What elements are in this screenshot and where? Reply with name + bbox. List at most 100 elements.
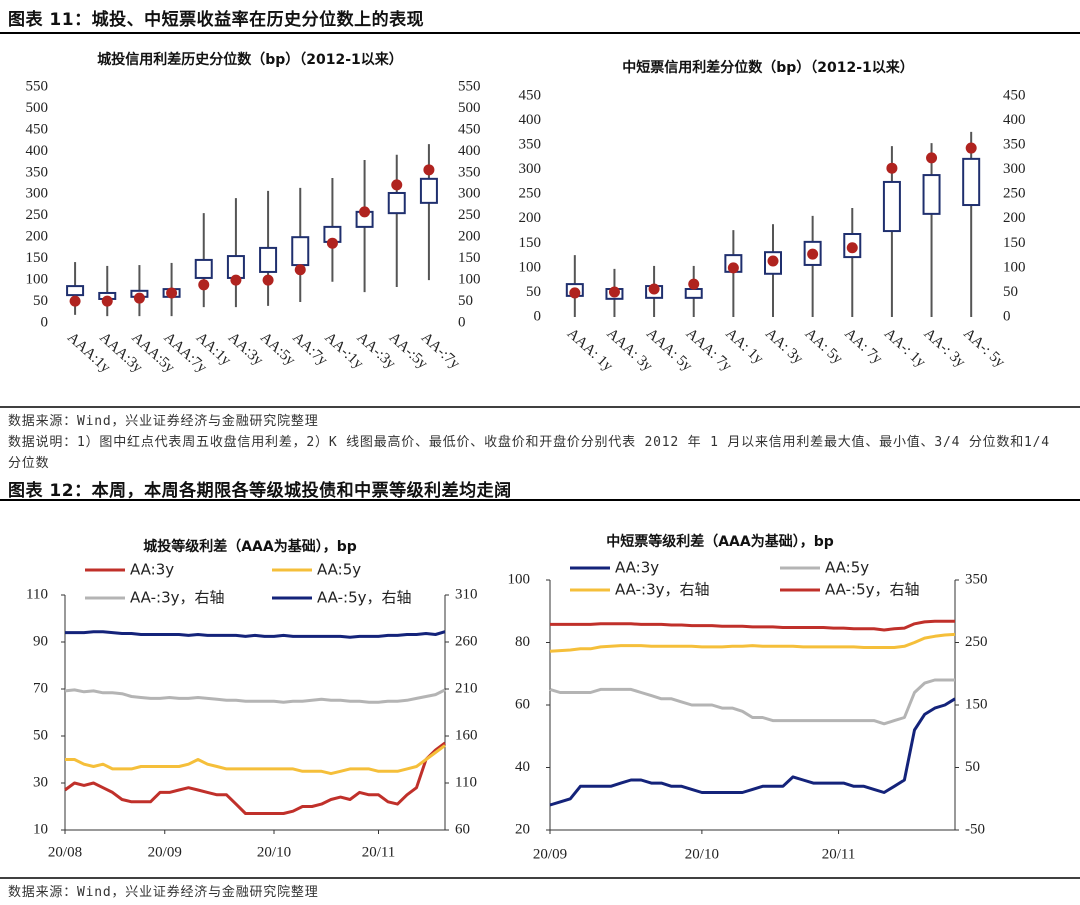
box bbox=[259, 246, 278, 273]
y-tick-label: 50 bbox=[526, 284, 541, 300]
x-tick-label: AA:5y bbox=[257, 330, 298, 370]
legend-label: AA:3y bbox=[130, 561, 174, 579]
dot bbox=[101, 295, 113, 307]
series-line bbox=[65, 630, 446, 639]
y-tick-label: 0 bbox=[41, 314, 49, 330]
y-tick-label: 110 bbox=[26, 586, 48, 602]
y-tick-label: 90 bbox=[33, 633, 48, 649]
y2-tick-label: 310 bbox=[455, 586, 478, 602]
y-tick-label: 450 bbox=[26, 121, 49, 137]
y-tick-label: 100 bbox=[26, 272, 49, 288]
y-tick-label: 100 bbox=[519, 259, 542, 275]
series-line bbox=[549, 632, 956, 653]
y2-tick-label: 500 bbox=[458, 100, 481, 116]
y-tick-label: 250 bbox=[519, 186, 542, 202]
y-tick-label: 250 bbox=[26, 207, 49, 223]
y2-tick-label: 150 bbox=[965, 696, 988, 712]
y-tick-label: 350 bbox=[26, 164, 49, 180]
y2-tick-label: 550 bbox=[458, 78, 481, 94]
box bbox=[419, 177, 438, 204]
y2-tick-label: 450 bbox=[1003, 87, 1026, 103]
y2-tick-label: 300 bbox=[1003, 161, 1026, 177]
dot bbox=[391, 179, 403, 191]
y2-tick-label: 300 bbox=[458, 186, 481, 202]
y2-tick-label: 60 bbox=[455, 821, 470, 837]
series-line bbox=[64, 688, 446, 704]
legend-label: AA-:5y，右轴 bbox=[317, 589, 412, 607]
dot bbox=[359, 206, 371, 218]
x-tick-label: 20/08 bbox=[48, 844, 82, 860]
source-note: 数据来源：Wind，兴业证券经济与金融研究院整理 bbox=[8, 414, 319, 429]
y2-tick-label: 150 bbox=[458, 250, 481, 266]
box bbox=[922, 174, 941, 215]
x-tick-label: AA:3y bbox=[225, 330, 266, 370]
y2-tick-label: 250 bbox=[1003, 186, 1026, 202]
y-tick-label: 150 bbox=[519, 235, 542, 251]
box bbox=[962, 157, 981, 207]
box bbox=[66, 285, 85, 297]
y-tick-label: 150 bbox=[26, 250, 49, 266]
dot bbox=[133, 292, 145, 304]
legend-label: AA-:5y，右轴 bbox=[825, 581, 920, 599]
legend-label: AA:3y bbox=[615, 559, 659, 577]
dot bbox=[569, 287, 581, 299]
y-tick-label: 450 bbox=[519, 87, 542, 103]
y-tick-label: 0 bbox=[534, 308, 542, 324]
dot bbox=[807, 248, 819, 260]
figure-title: 图表 12：本周，本周各期限各等级城投债和中票等级利差均走阔 bbox=[8, 481, 512, 501]
dot bbox=[262, 274, 274, 286]
y2-tick-label: 50 bbox=[965, 759, 980, 775]
y2-tick-label: -50 bbox=[965, 821, 985, 837]
x-tick-label: AA-: 1y bbox=[881, 326, 929, 371]
y-tick-label: 60 bbox=[515, 696, 530, 712]
y-tick-label: 400 bbox=[26, 143, 49, 159]
series-line bbox=[64, 741, 446, 815]
y-tick-label: 80 bbox=[515, 634, 530, 650]
series-line bbox=[550, 619, 955, 632]
y2-tick-label: 100 bbox=[1003, 259, 1026, 275]
y-tick-label: 50 bbox=[33, 727, 48, 743]
y-tick-label: 300 bbox=[519, 161, 542, 177]
chart-title: 城投信用利差历史分位数（bp）（2012-1以来） bbox=[97, 51, 403, 68]
dot bbox=[767, 255, 779, 267]
y-tick-label: 70 bbox=[33, 680, 48, 696]
series-line bbox=[65, 744, 446, 776]
y2-tick-label: 150 bbox=[1003, 235, 1026, 251]
y2-tick-label: 200 bbox=[458, 229, 481, 245]
dot bbox=[608, 286, 620, 298]
y2-tick-label: 400 bbox=[458, 143, 481, 159]
box bbox=[291, 236, 310, 267]
dot bbox=[230, 274, 242, 286]
y2-tick-label: 110 bbox=[455, 774, 477, 790]
box bbox=[194, 258, 213, 279]
y-tick-label: 550 bbox=[26, 78, 49, 94]
series-line bbox=[549, 678, 955, 726]
y-tick-label: 200 bbox=[26, 229, 49, 245]
y-tick-label: 30 bbox=[33, 774, 48, 790]
y2-tick-label: 400 bbox=[1003, 112, 1026, 128]
dot bbox=[846, 242, 858, 254]
x-tick-label: AA:7y bbox=[289, 330, 330, 370]
y-tick-label: 400 bbox=[519, 112, 542, 128]
x-tick-label: 20/10 bbox=[685, 846, 719, 862]
x-tick-label: AA-: 5y bbox=[960, 326, 1008, 371]
dot bbox=[727, 262, 739, 274]
y-tick-label: 100 bbox=[508, 571, 531, 587]
x-tick-label: AA: 7y bbox=[841, 326, 885, 368]
y2-tick-label: 0 bbox=[1003, 308, 1011, 324]
x-tick-label: AA: 3y bbox=[762, 326, 806, 368]
y2-tick-label: 50 bbox=[1003, 284, 1018, 300]
dot bbox=[326, 237, 338, 249]
x-tick-label: 20/11 bbox=[822, 846, 856, 862]
y2-tick-label: 50 bbox=[458, 293, 473, 309]
y2-tick-label: 350 bbox=[1003, 137, 1026, 153]
series-line bbox=[549, 697, 956, 807]
dot bbox=[648, 283, 660, 295]
dot bbox=[926, 152, 938, 164]
figure-title: 图表 11：城投、中短票收益率在历史分位数上的表现 bbox=[8, 10, 425, 30]
dot bbox=[965, 142, 977, 154]
y-tick-label: 20 bbox=[515, 821, 530, 837]
y-tick-label: 350 bbox=[519, 137, 542, 153]
y2-tick-label: 350 bbox=[965, 571, 988, 587]
